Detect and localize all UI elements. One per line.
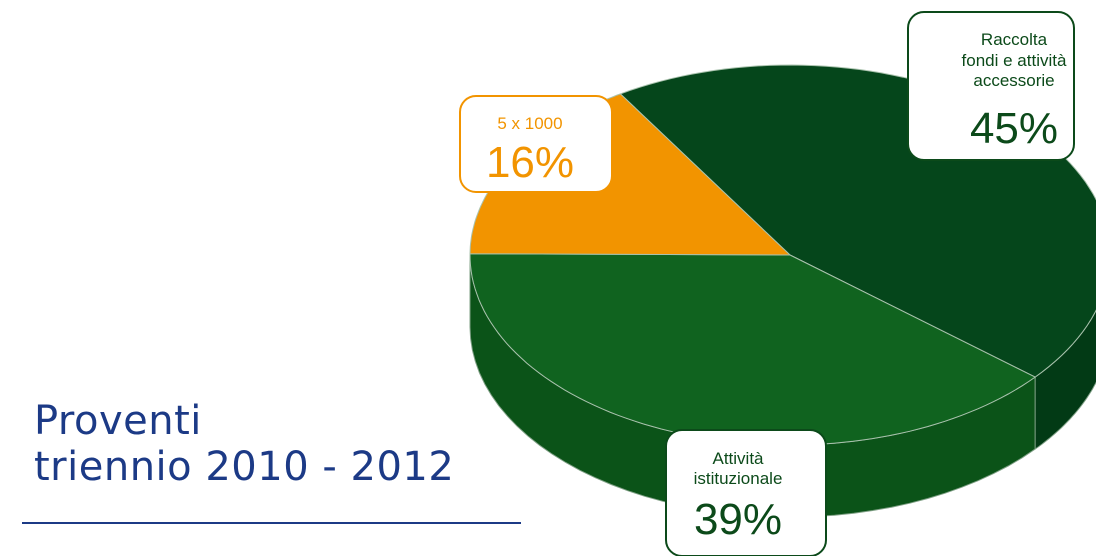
chart-title-line-1: Proventi [34, 398, 202, 444]
slice-label-text: accessorie [973, 71, 1054, 90]
slice-label-text: Attività [712, 449, 764, 468]
title-underline [22, 522, 521, 524]
slice-label-box-1 [907, 11, 1075, 161]
chart-title: Proventi triennio 2010 - 2012 [34, 398, 454, 490]
slice-label-text: 5 x 1000 [497, 114, 562, 133]
chart-title-line-2: triennio 2010 - 2012 [34, 444, 455, 490]
slice-value-label: 16% [486, 138, 574, 187]
slice-value-label: 39% [694, 495, 782, 544]
slice-label-box-3 [459, 95, 613, 193]
slice-label-text: Raccolta [981, 30, 1048, 49]
slice-label-text: istituzionale [694, 469, 783, 488]
slice-label-text: fondi e attività [962, 51, 1067, 70]
slice-label-3: 5 x 1000 16% [459, 95, 613, 193]
slice-value-label: 45% [970, 104, 1058, 153]
slice-label-box-2 [665, 429, 827, 556]
